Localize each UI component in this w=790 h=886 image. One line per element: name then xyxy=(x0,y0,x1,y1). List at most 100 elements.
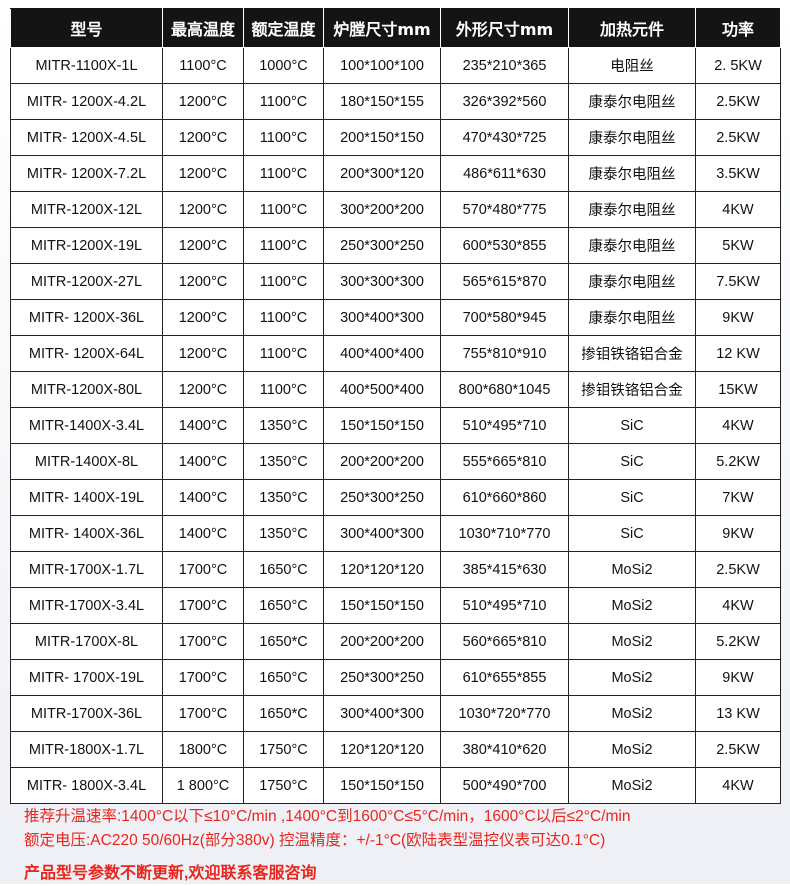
table-cell: 1700°C xyxy=(162,659,244,696)
table-row: MITR-1400X-8L 1400°C 1350°C 200*200*200 555*… xyxy=(10,443,781,480)
table-cell: 1650*C xyxy=(243,695,324,732)
table-cell: 1350°C xyxy=(243,479,324,516)
table-cell: 1100°C xyxy=(243,191,324,228)
column-header: 型号 xyxy=(10,8,163,48)
table-cell: 565*615*870 xyxy=(440,263,569,300)
table-cell: 180*150*155 xyxy=(323,83,441,120)
table-cell: 200*150*150 xyxy=(323,119,441,156)
table-cell: SiC xyxy=(568,407,696,444)
table-cell: 235*210*365 xyxy=(440,47,569,84)
spec-table: 型号 最高温度 额定温度 炉膛尺寸mm 外形尺寸mm 加热元件 功率 MITR-1100X-… xyxy=(10,8,781,804)
table-cell: 1350°C xyxy=(243,407,324,444)
table-row: MITR-1200X-27L 1200°C 1100°C 300*300*300 565… xyxy=(10,263,781,300)
table-cell: 200*300*120 xyxy=(323,155,441,192)
column-header: 最高温度 xyxy=(162,8,244,48)
table-cell: 120*120*120 xyxy=(323,731,441,768)
table-cell: 1700°C xyxy=(162,623,244,660)
table-cell: 1100°C xyxy=(243,335,324,372)
table-cell: MoSi2 xyxy=(568,731,696,768)
table-row: MITR-1700X-36L 1700°C 1650*C 300*400*300 103… xyxy=(10,695,781,732)
table-cell: MITR- 1200X-4.2L xyxy=(10,83,163,120)
table-cell: 1700°C xyxy=(162,695,244,732)
table-cell: 1800°C xyxy=(162,731,244,768)
table-cell: MITR- 1200X-64L xyxy=(10,335,163,372)
column-header: 炉膛尺寸mm xyxy=(323,8,441,48)
table-cell: MITR-1700X-36L xyxy=(10,695,163,732)
table-cell: MITR- 1200X-4.5L xyxy=(10,119,163,156)
table-cell: 康泰尔电阻丝 xyxy=(568,263,696,300)
table-cell: MITR-1100X-1L xyxy=(10,47,163,84)
table-cell: 13 KW xyxy=(695,695,781,732)
table-cell: MITR-1200X-27L xyxy=(10,263,163,300)
table-cell: 1650°C xyxy=(243,659,324,696)
table-cell: 1400°C xyxy=(162,443,244,480)
table-cell: 2. 5KW xyxy=(695,47,781,84)
table-cell: 500*490*700 xyxy=(440,767,569,804)
table-cell: 1030*720*770 xyxy=(440,695,569,732)
table-cell: 4KW xyxy=(695,191,781,228)
table-cell: MITR- 1700X-19L xyxy=(10,659,163,696)
table-row: MITR- 1200X-36L 1200°C 1100°C 300*400*300 70… xyxy=(10,299,781,336)
table-cell: 1100°C xyxy=(162,47,244,84)
table-cell: 1750°C xyxy=(243,767,324,804)
table-cell: 7.5KW xyxy=(695,263,781,300)
column-header: 功率 xyxy=(695,8,781,48)
table-cell: MoSi2 xyxy=(568,623,696,660)
table-cell: 1100°C xyxy=(243,371,324,408)
table-cell: 9KW xyxy=(695,299,781,336)
table-row: MITR-1700X-1.7L 1700°C 1650°C 120*120*120 38… xyxy=(10,551,781,588)
table-cell: 1100°C xyxy=(243,227,324,264)
note-update: 产品型号参数不断更新,欢迎联系客服咨询 xyxy=(24,865,317,882)
table-cell: 300*200*200 xyxy=(323,191,441,228)
table-cell: 385*415*630 xyxy=(440,551,569,588)
table-cell: 3.5KW xyxy=(695,155,781,192)
table-cell: 5.2KW xyxy=(695,623,781,660)
table-row: MITR- 1400X-36L 1400°C 1350°C 300*400*300 10… xyxy=(10,515,781,552)
table-row: MITR-1100X-1L 1100°C 1000°C 100*100*100 235*… xyxy=(10,47,781,84)
notes: 推荐升温速率:1400°C以下≤10°C/min ,1400°C到1600°C≤… xyxy=(24,805,630,886)
table-cell: 2.5KW xyxy=(695,731,781,768)
table-cell: 1200°C xyxy=(162,263,244,300)
table-cell: 9KW xyxy=(695,515,781,552)
table-cell: 康泰尔电阻丝 xyxy=(568,83,696,120)
table-cell: 800*680*1045 xyxy=(440,371,569,408)
table-cell: 电阻丝 xyxy=(568,47,696,84)
table-cell: 5.2KW xyxy=(695,443,781,480)
table-cell: 康泰尔电阻丝 xyxy=(568,227,696,264)
table-row: MITR- 1200X-7.2L 1200°C 1100°C 200*300*120 4… xyxy=(10,155,781,192)
table-cell: 300*300*300 xyxy=(323,263,441,300)
table-cell: 100*100*100 xyxy=(323,47,441,84)
table-cell: 755*810*910 xyxy=(440,335,569,372)
table-cell: MITR- 1200X-36L xyxy=(10,299,163,336)
header-row: 型号 最高温度 额定温度 炉膛尺寸mm 外形尺寸mm 加热元件 功率 xyxy=(10,8,781,48)
table-cell: 570*480*775 xyxy=(440,191,569,228)
table-cell: 1200°C xyxy=(162,371,244,408)
table-cell: 1650°C xyxy=(243,551,324,588)
table-cell: 1200°C xyxy=(162,335,244,372)
table-row: MITR-1700X-3.4L 1700°C 1650°C 150*150*150 51… xyxy=(10,587,781,624)
table-cell: 150*150*150 xyxy=(323,407,441,444)
table-cell: 1200°C xyxy=(162,227,244,264)
table-cell: MITR-1700X-3.4L xyxy=(10,587,163,624)
table-cell: MITR-1700X-8L xyxy=(10,623,163,660)
table-cell: 7KW xyxy=(695,479,781,516)
table-row: MITR- 1400X-19L 1400°C 1350°C 250*300*250 61… xyxy=(10,479,781,516)
table-row: MITR- 1200X-64L 1200°C 1100°C 400*400*400 75… xyxy=(10,335,781,372)
table-cell: 250*300*250 xyxy=(323,659,441,696)
table-cell: 150*150*150 xyxy=(323,767,441,804)
table-cell: MITR-1200X-80L xyxy=(10,371,163,408)
table-cell: 5KW xyxy=(695,227,781,264)
table-cell: 1650*C xyxy=(243,623,324,660)
table-cell: 1700°C xyxy=(162,551,244,588)
table-cell: 610*660*860 xyxy=(440,479,569,516)
table-cell: MITR- 1400X-19L xyxy=(10,479,163,516)
table-cell: SiC xyxy=(568,479,696,516)
table-cell: 250*300*250 xyxy=(323,479,441,516)
table-cell: 600*530*855 xyxy=(440,227,569,264)
note-heating-rate: 推荐升温速率:1400°C以下≤10°C/min ,1400°C到1600°C≤… xyxy=(24,808,631,825)
table-cell: 250*300*250 xyxy=(323,227,441,264)
table-cell: MITR-1200X-12L xyxy=(10,191,163,228)
table-cell: MoSi2 xyxy=(568,695,696,732)
table-cell: 1100°C xyxy=(243,155,324,192)
table-row: MITR-1200X-80L 1200°C 1100°C 400*500*400 800… xyxy=(10,371,781,408)
